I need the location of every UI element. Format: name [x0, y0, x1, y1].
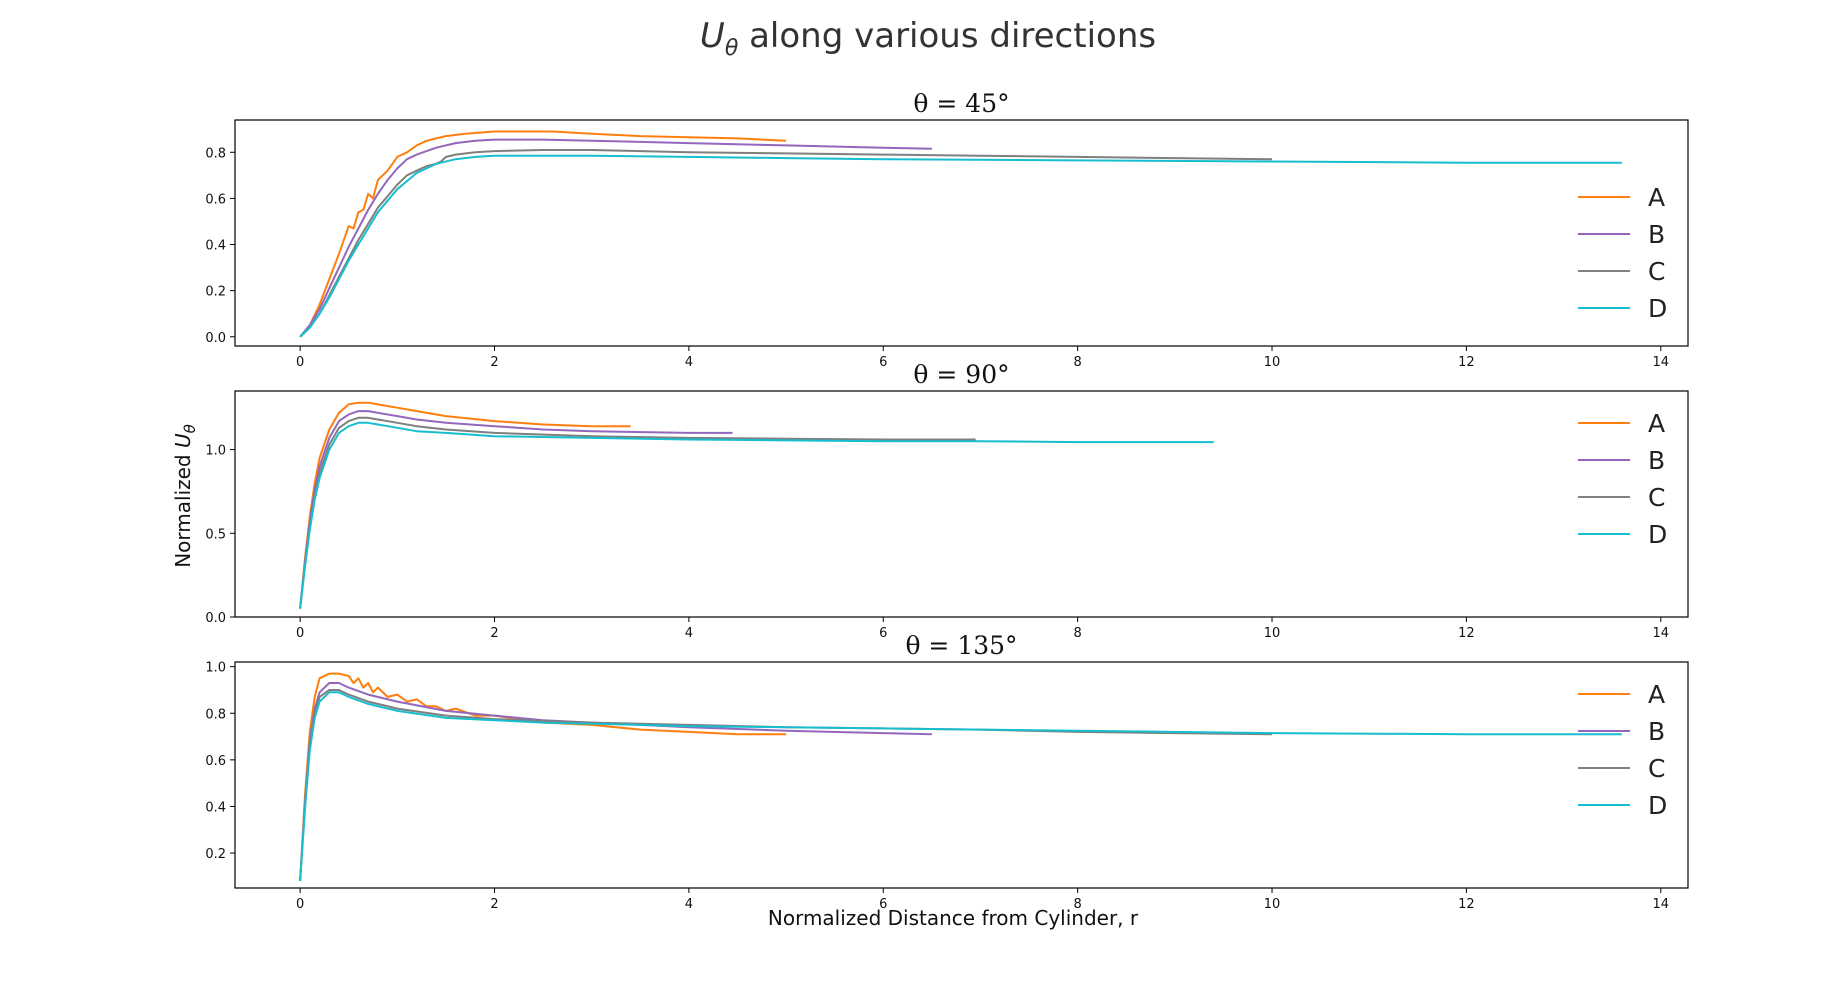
x-tick-label: 6 — [879, 897, 887, 912]
plot-frame — [234, 119, 1689, 347]
plot-frame — [234, 390, 1689, 618]
subplot-title: θ = 90° — [913, 360, 1009, 389]
x-tick-label: 10 — [1264, 626, 1281, 641]
legend-label-a: A — [1648, 183, 1665, 212]
legend-label-b: B — [1648, 220, 1665, 249]
legend-label-c: C — [1648, 257, 1665, 286]
subplot-title: θ = 45° — [913, 89, 1009, 118]
legend-label-a: A — [1648, 680, 1665, 709]
x-tick-label: 4 — [685, 897, 693, 912]
legend-label-d: D — [1648, 294, 1667, 323]
series-line-b — [299, 682, 932, 882]
x-tick-label: 6 — [879, 626, 887, 641]
y-tick-label: 0.8 — [205, 707, 226, 722]
x-tick-label: 8 — [1074, 897, 1082, 912]
legend-label-c: C — [1648, 483, 1665, 512]
series-line-d — [299, 421, 1214, 609]
y-axis-label: Normalized Uθ — [171, 424, 199, 568]
y-tick-label: 0.2 — [205, 847, 226, 862]
y-tick-label: 0.4 — [205, 800, 226, 815]
series-line-b — [299, 410, 733, 609]
figure-suptitle: Uθ along various directions — [700, 16, 1156, 61]
series-line-a — [299, 401, 631, 609]
y-tick-label: 0.8 — [205, 146, 226, 161]
series-line-d — [299, 154, 1622, 338]
series-line-c — [299, 149, 1273, 338]
x-tick-label: 14 — [1653, 626, 1670, 641]
x-tick-label: 0 — [296, 355, 304, 370]
subplot-title: θ = 135° — [905, 631, 1017, 660]
x-tick-label: 4 — [685, 355, 693, 370]
x-tick-label: 12 — [1458, 355, 1475, 370]
y-tick-label: 0.5 — [205, 527, 226, 542]
plot-frame — [234, 661, 1689, 889]
y-tick-label: 0.6 — [205, 754, 226, 769]
x-tick-label: 0 — [296, 626, 304, 641]
x-tick-label: 12 — [1458, 626, 1475, 641]
legend-label-a: A — [1648, 409, 1665, 438]
series-line-d — [299, 691, 1622, 882]
y-tick-label: 0.6 — [205, 192, 226, 207]
legend-label-d: D — [1648, 520, 1667, 549]
y-tick-label: 0.0 — [205, 611, 226, 626]
x-tick-label: 2 — [490, 355, 498, 370]
x-axis-label: Normalized Distance from Cylinder, r — [768, 906, 1139, 930]
x-tick-label: 12 — [1458, 897, 1475, 912]
y-tick-label: 1.0 — [205, 444, 226, 459]
legend-label-b: B — [1648, 717, 1665, 746]
x-tick-label: 0 — [296, 897, 304, 912]
legend-label-b: B — [1648, 446, 1665, 475]
series-line-c — [299, 416, 976, 609]
y-tick-label: 0.0 — [205, 331, 226, 346]
legend-label-d: D — [1648, 791, 1667, 820]
y-tick-label: 1.0 — [205, 661, 226, 676]
x-tick-label: 14 — [1653, 897, 1670, 912]
series-line-b — [299, 138, 932, 338]
x-tick-label: 4 — [685, 626, 693, 641]
y-tick-label: 0.2 — [205, 285, 226, 300]
x-tick-label: 10 — [1264, 897, 1281, 912]
x-tick-label: 8 — [1074, 626, 1082, 641]
x-tick-label: 14 — [1653, 355, 1670, 370]
x-tick-label: 2 — [490, 626, 498, 641]
legend-label-c: C — [1648, 754, 1665, 783]
series-line-a — [299, 130, 787, 338]
x-tick-label: 2 — [490, 897, 498, 912]
x-tick-label: 6 — [879, 355, 887, 370]
y-tick-label: 0.4 — [205, 239, 226, 254]
x-tick-label: 10 — [1264, 355, 1281, 370]
x-tick-label: 8 — [1074, 355, 1082, 370]
